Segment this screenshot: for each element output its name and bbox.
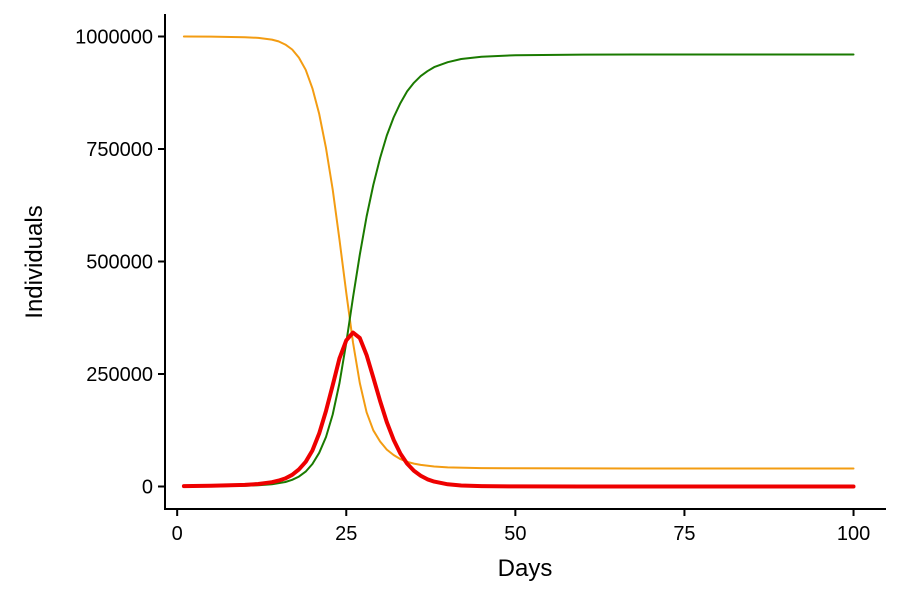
series-line-2: [182, 53, 855, 488]
y-tick-label: 750000: [86, 139, 153, 161]
y-tick-label: 500000: [86, 252, 153, 274]
x-axis-title: Days: [498, 555, 553, 582]
y-tick-label: 1000000: [75, 27, 153, 49]
y-axis-title: Individuals: [21, 205, 48, 318]
series-line-3: [181, 330, 856, 489]
series-layer: [181, 35, 856, 489]
x-tick-label: 0: [172, 523, 183, 545]
y-axis-ticks: 0 250000 500000 750000 1000000: [75, 27, 165, 499]
x-tick-label: 50: [504, 523, 526, 545]
x-tick-label: 75: [673, 523, 695, 545]
x-axis-ticks: 0 25 50 75 100: [172, 509, 870, 545]
y-tick-label: 250000: [86, 364, 153, 386]
series-line-1: [182, 35, 855, 470]
x-tick-label: 25: [335, 523, 357, 545]
x-tick-label: 100: [837, 523, 870, 545]
y-tick-label: 0: [142, 477, 153, 499]
